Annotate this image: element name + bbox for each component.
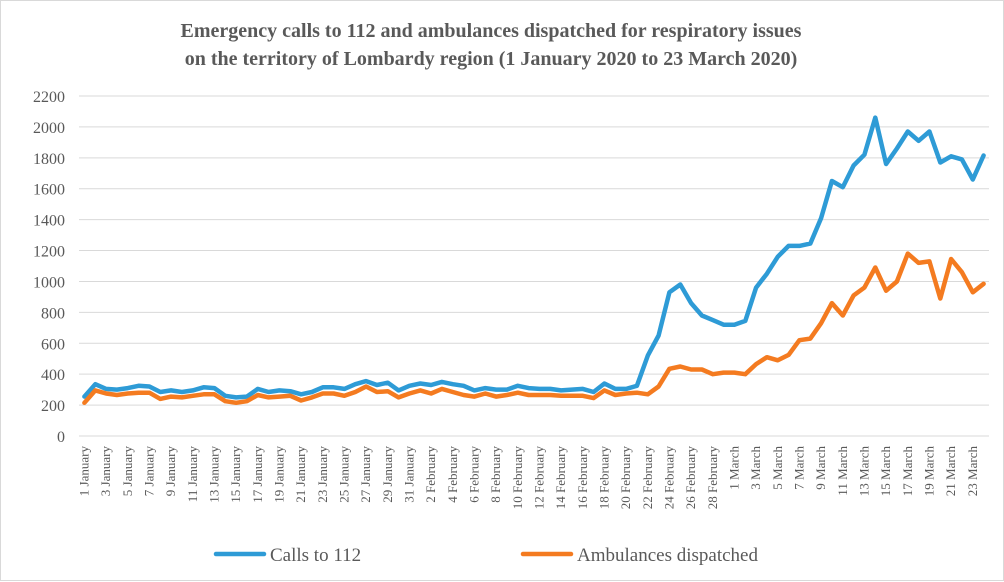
x-tick-label: 7 March [791, 446, 806, 490]
legend-item: Ambulances dispatched [523, 545, 758, 566]
x-tick-label: 29 January [380, 446, 395, 503]
legend-label: Calls to 112 [270, 545, 361, 566]
x-tick-label: 15 March [878, 446, 893, 497]
x-tick-label: 13 March [856, 446, 871, 497]
y-tick-label: 600 [41, 336, 65, 353]
x-tick-label: 24 February [661, 446, 676, 510]
x-tick-label: 9 January [163, 446, 178, 497]
x-tick-label: 19 March [921, 446, 936, 497]
gridlines [79, 96, 989, 436]
x-tick-label: 23 January [315, 446, 330, 503]
x-tick-label: 22 February [640, 446, 655, 510]
y-tick-label: 800 [41, 305, 65, 322]
x-tick-label: 25 January [336, 446, 351, 503]
x-tick-label: 21 January [293, 446, 308, 503]
y-tick-label: 0 [57, 429, 65, 446]
chart-title-line-1: Emergency calls to 112 and ambulances di… [181, 20, 802, 42]
series-line [84, 118, 983, 398]
x-tick-label: 23 March [965, 446, 980, 497]
y-tick-label: 1200 [33, 244, 65, 261]
x-tick-label: 6 February [466, 446, 481, 503]
legend: Calls to 112 Ambulances dispatched [216, 545, 758, 566]
x-tick-label: 31 January [401, 446, 416, 503]
x-tick-label: 11 January [185, 446, 200, 503]
y-tick-label: 2200 [33, 89, 65, 106]
x-tick-label: 12 February [531, 446, 546, 510]
x-tick-label: 16 February [575, 446, 590, 510]
chart-title-line-2: on the territory of Lombardy region (1 J… [185, 48, 798, 70]
x-tick-label: 2 February [423, 446, 438, 503]
y-axis-tick-labels: 0 200 400 600 800 1000 1200 1400 1600 1800 2000 220… [33, 89, 65, 446]
x-tick-label: 27 January [358, 446, 373, 503]
x-tick-label: 17 March [900, 446, 915, 497]
x-tick-label: 15 January [228, 446, 243, 503]
x-tick-label: 14 February [553, 446, 568, 510]
x-tick-label: 21 March [943, 446, 958, 497]
x-tick-label: 20 February [618, 446, 633, 510]
x-tick-label: 13 January [206, 446, 221, 503]
y-tick-label: 1000 [33, 274, 65, 291]
x-tick-label: 9 March [813, 446, 828, 490]
series-calls-to-112 [84, 118, 983, 398]
y-tick-label: 2000 [33, 120, 65, 137]
x-tick-label: 4 February [445, 446, 460, 503]
y-tick-label: 1800 [33, 151, 65, 168]
x-tick-label: 19 January [271, 446, 286, 503]
y-tick-label: 200 [41, 398, 65, 415]
x-axis-tick-labels: 1 January 3 January 5 January 7 January 9 Ja… [76, 446, 979, 510]
x-tick-label: 1 March [726, 446, 741, 490]
x-tick-label: 7 January [141, 446, 156, 497]
y-tick-label: 400 [41, 367, 65, 384]
x-tick-label: 28 February [705, 446, 720, 510]
x-tick-label: 11 March [835, 446, 850, 496]
y-tick-label: 1600 [33, 182, 65, 199]
x-tick-label: 5 January [120, 446, 135, 497]
legend-item: Calls to 112 [216, 545, 361, 566]
series-ambulances-dispatched [84, 254, 983, 403]
x-tick-label: 8 February [488, 446, 503, 503]
x-tick-label: 3 January [98, 446, 113, 497]
x-tick-label: 1 January [76, 446, 91, 497]
series-lines [84, 118, 983, 403]
x-tick-label: 26 February [683, 446, 698, 510]
y-tick-label: 1400 [33, 213, 65, 230]
legend-label: Ambulances dispatched [577, 545, 758, 566]
series-line [84, 254, 983, 403]
x-tick-label: 17 January [250, 446, 265, 503]
x-tick-label: 10 February [510, 446, 525, 510]
x-tick-label: 18 February [596, 446, 611, 510]
x-tick-label: 5 March [770, 446, 785, 490]
x-tick-label: 3 March [748, 446, 763, 490]
